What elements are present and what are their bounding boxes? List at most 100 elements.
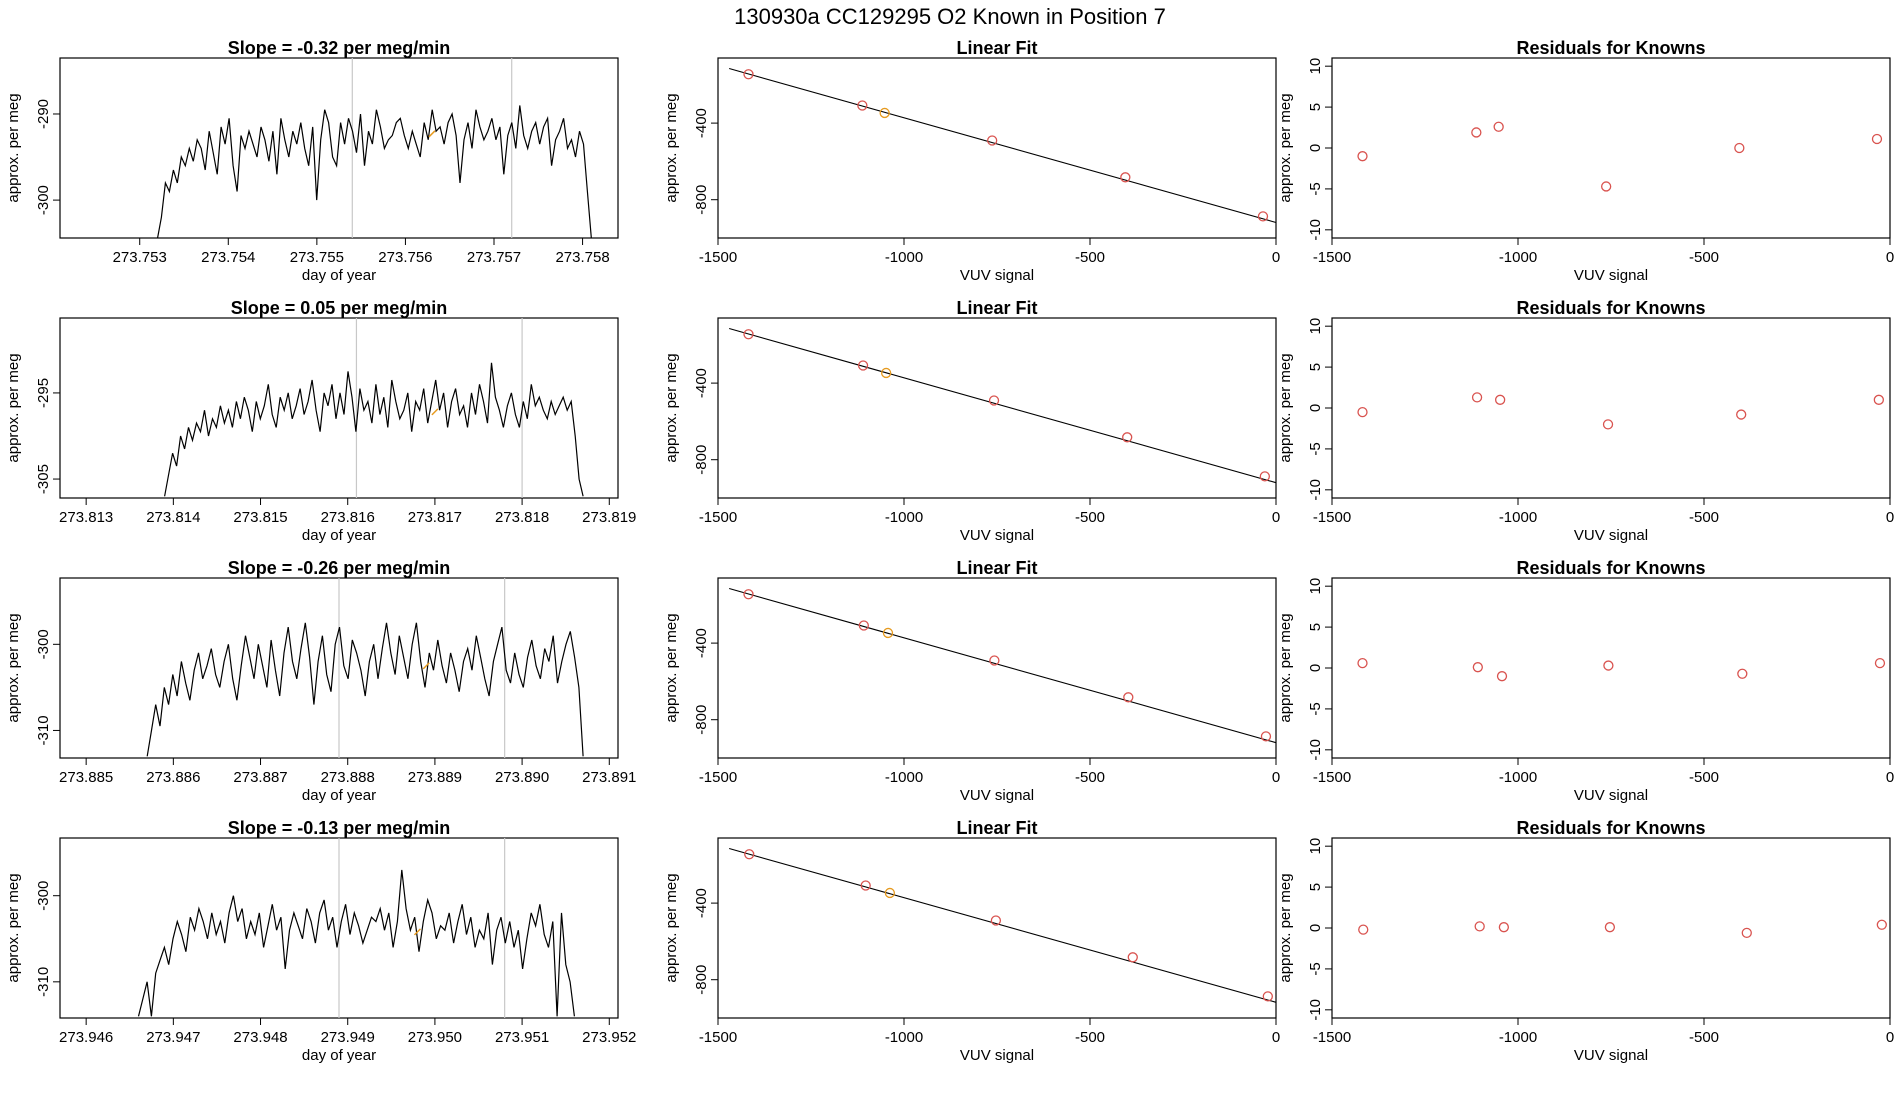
x-axis-label: VUV signal [960,1047,1034,1064]
panel-title: Slope = -0.13 per meg/min [228,818,451,838]
y-axis-label: approx. per meg [1277,93,1294,202]
data-point [744,849,755,860]
data-point [1357,151,1368,162]
data-point [1120,172,1131,183]
x-tick-label: -1000 [1499,249,1537,266]
data-point [1737,668,1748,679]
figure-title: 130930a CC129295 O2 Known in Position 7 [734,4,1166,29]
data-point [1876,919,1887,930]
x-tick-label: -1000 [1499,509,1537,526]
y-axis-label: approx. per meg [663,873,680,982]
x-tick-label: 273.757 [467,249,521,266]
y-tick-label: -400 [693,628,710,658]
x-tick-label: 0 [1272,249,1280,266]
data-series-line [164,362,584,497]
data-point [989,655,1000,666]
data-point [1603,660,1614,671]
y-tick-label: -310 [35,967,52,997]
data-point [1257,211,1269,222]
x-tick-label: 0 [1272,769,1280,786]
x-tick-label: 273.886 [146,769,200,786]
x-tick-label: 273.813 [59,509,113,526]
plot-frame [1331,317,1891,499]
x-tick-label: -500 [1689,1029,1719,1046]
x-tick-label: -1000 [885,509,923,526]
fit-line [729,848,1277,1003]
x-tick-label: 0 [1886,1029,1894,1046]
x-tick-label: 273.756 [378,249,432,266]
x-tick-label: 273.951 [495,1029,549,1046]
x-axis-label: day of year [302,527,376,544]
data-point [1736,409,1747,420]
x-tick-label: 273.890 [495,769,549,786]
x-tick-label: 273.887 [233,769,287,786]
x-tick-label: -500 [1075,509,1105,526]
x-tick-label: -1500 [699,769,737,786]
y-tick-label: -310 [35,715,52,745]
data-point [1123,692,1134,703]
y-tick-label: 0 [1307,664,1324,672]
y-tick-label: -5 [1307,182,1324,195]
data-series-line [146,622,584,757]
data-point [1122,432,1133,443]
y-axis-label: approx. per meg [1277,353,1294,462]
y-tick-label: 0 [1307,144,1324,152]
x-tick-label: 273.891 [582,769,636,786]
data-point [1259,471,1270,482]
highlight-marker [428,130,436,138]
y-tick-label: -800 [693,185,710,215]
data-point [879,107,890,119]
y-tick-label: 5 [1307,883,1324,891]
data-point [1493,121,1504,132]
data-point [1471,392,1483,403]
data-point [1741,927,1752,939]
x-tick-label: 273.819 [582,509,636,526]
x-tick-label: 273.947 [146,1029,200,1046]
plot-frame [717,837,1277,1019]
data-point [1498,922,1510,933]
x-axis-label: VUV signal [1574,787,1648,804]
x-tick-label: -1000 [1499,769,1537,786]
y-axis-label: approx. per meg [1277,613,1294,722]
y-axis-label: approx. per meg [5,353,22,462]
y-axis-label: approx. per meg [663,93,680,202]
plot-frame [1331,837,1891,1019]
y-tick-label: -10 [1307,219,1324,241]
x-tick-label: 0 [1886,769,1894,786]
x-tick-label: 273.816 [321,509,375,526]
x-tick-label: -1000 [885,249,923,266]
x-tick-label: 273.755 [290,249,344,266]
data-point [1262,991,1273,1002]
data-point [1474,921,1485,932]
y-tick-label: -5 [1307,702,1324,715]
y-tick-label: 10 [1307,318,1324,335]
data-point [1734,142,1745,154]
y-axis-label: approx. per meg [1277,873,1294,982]
data-point [743,329,754,340]
y-axis-label: approx. per meg [663,353,680,462]
data-point [857,360,869,371]
x-tick-label: -1500 [699,249,737,266]
data-point [1874,657,1886,669]
x-tick-label: 273.818 [495,509,549,526]
data-series-line [137,869,575,1017]
panel-title: Linear Fit [956,298,1037,318]
y-tick-label: -5 [1307,962,1324,975]
x-tick-label: 273.948 [233,1029,287,1046]
panel-title: Residuals for Knowns [1516,38,1705,58]
data-point [1873,394,1884,405]
data-point [1496,671,1508,682]
x-tick-label: 0 [1272,509,1280,526]
data-point [1471,127,1482,138]
y-tick-label: -295 [35,378,52,408]
fit-line [729,328,1277,484]
plot-frame [1331,577,1891,759]
data-point [860,880,871,891]
x-axis-label: VUV signal [1574,527,1648,544]
plot-frame [717,317,1277,499]
data-point [743,589,754,600]
x-axis-label: VUV signal [960,787,1034,804]
x-tick-label: 273.950 [408,1029,462,1046]
